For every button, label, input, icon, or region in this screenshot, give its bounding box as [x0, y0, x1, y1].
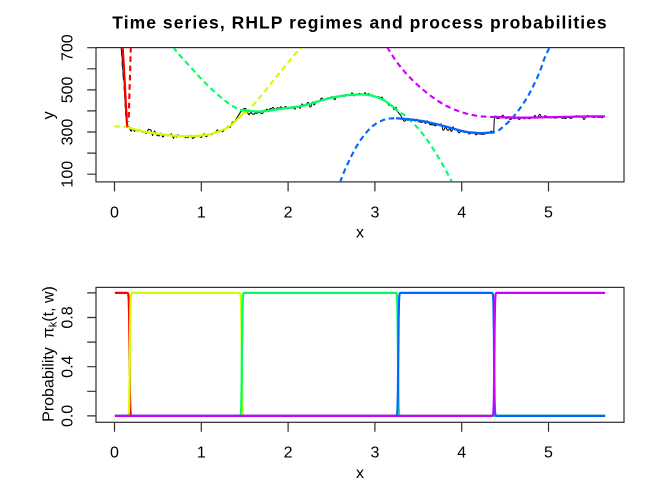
svg-text:x: x: [356, 225, 364, 242]
svg-text:0.0: 0.0: [60, 405, 77, 427]
svg-text:3: 3: [370, 445, 379, 462]
svg-text:700: 700: [60, 34, 77, 61]
svg-text:100: 100: [60, 161, 77, 188]
svg-text:5: 5: [544, 445, 553, 462]
svg-text:3: 3: [370, 204, 379, 221]
svg-text:300: 300: [60, 119, 77, 146]
svg-text:2: 2: [284, 445, 293, 462]
svg-text:0.4: 0.4: [60, 355, 77, 377]
svg-text:Time series, RHLP regimes and: Time series, RHLP regimes and process pr…: [112, 13, 607, 33]
svg-text:2: 2: [284, 204, 293, 221]
svg-text:x: x: [356, 465, 364, 480]
svg-text:0: 0: [110, 445, 119, 462]
svg-text:5: 5: [544, 204, 553, 221]
svg-text:4: 4: [457, 204, 466, 221]
svg-text:4: 4: [457, 445, 466, 462]
svg-text:0: 0: [110, 204, 119, 221]
svg-text:Probability πk(t, w): Probability πk(t, w): [41, 286, 60, 422]
svg-text:500: 500: [60, 76, 77, 103]
svg-text:y: y: [41, 111, 58, 119]
svg-text:0.8: 0.8: [60, 306, 77, 328]
svg-text:1: 1: [197, 204, 206, 221]
svg-text:1: 1: [197, 445, 206, 462]
